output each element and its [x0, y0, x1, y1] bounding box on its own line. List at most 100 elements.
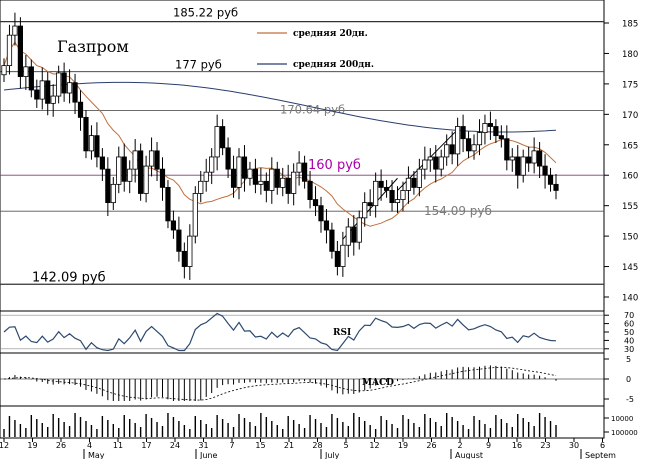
- candle-up: [471, 144, 477, 152]
- candle-down: [323, 220, 330, 231]
- candle-down: [105, 168, 111, 204]
- date-axis: 12 19 26 4 11 17 24 31 7 15 21 28 5 12 19 26 2 9 16 23 30 6 Ma…: [0, 438, 616, 459]
- candle-up: [6, 34, 13, 67]
- price-tick-label: 165: [622, 141, 638, 151]
- candle-down: [307, 180, 313, 200]
- candle-up: [23, 66, 29, 77]
- candle-down: [542, 165, 548, 176]
- price-tick-label: 140: [622, 294, 638, 304]
- price-tick-label: 175: [622, 80, 638, 90]
- rsi-tick-label: 40: [624, 336, 634, 345]
- level-label: 154.09 руб: [424, 204, 492, 218]
- date-tick-label: 17: [141, 441, 151, 450]
- candle-down: [34, 89, 40, 100]
- rsi-tick-label: 30: [624, 345, 634, 354]
- candle-up: [209, 156, 215, 173]
- candle-down: [72, 82, 78, 103]
- candle-up: [127, 168, 133, 182]
- candle-down: [498, 135, 504, 140]
- candle-down: [301, 162, 308, 182]
- candle-up: [56, 72, 62, 97]
- candle-up: [12, 25, 18, 36]
- candle-up: [520, 156, 526, 176]
- support-resistance-levels: 185.22 руб 177 руб 170.64 руб 160 руб 154.09…: [0, 6, 604, 285]
- candle-down: [547, 174, 554, 185]
- candle-down: [383, 186, 390, 191]
- month-label: Septem: [585, 451, 616, 459]
- date-tick-label: 26: [426, 441, 436, 450]
- date-tick-label: 30: [569, 441, 579, 450]
- date-tick-label: 5: [343, 441, 348, 450]
- price-tick-label: 145: [622, 263, 638, 273]
- candle-up: [132, 150, 138, 170]
- date-tick-label: 2: [457, 441, 462, 450]
- candle-up: [345, 226, 351, 246]
- candle-down: [389, 190, 395, 204]
- legend-label-ma200: средняя 200дн.: [293, 60, 374, 70]
- date-tick-label: 19: [398, 441, 408, 450]
- volume-panel-frame: [0, 405, 605, 439]
- candle-up: [444, 144, 450, 158]
- candle-down: [493, 126, 499, 137]
- volume-tick-label: 100000: [611, 429, 638, 437]
- candle-down: [487, 123, 494, 127]
- volume-bars: 10000 100000: [3, 413, 638, 437]
- candle-down: [351, 226, 357, 243]
- level-label: 160 руб: [308, 158, 361, 173]
- candle-up: [143, 165, 149, 194]
- level-label: 177 руб: [175, 58, 222, 72]
- candle-down: [77, 101, 84, 118]
- candle-up: [148, 150, 155, 167]
- date-tick-label: 19: [27, 441, 37, 450]
- date-tick-label: 12: [0, 441, 9, 450]
- candle-down: [285, 177, 291, 194]
- candle-up: [296, 162, 302, 173]
- candle-up: [405, 177, 412, 191]
- candle-up: [291, 171, 297, 194]
- candle-down: [433, 156, 439, 170]
- candle-up: [110, 183, 116, 204]
- candle-down: [17, 25, 23, 77]
- candle-down: [263, 180, 269, 191]
- candle-down: [318, 205, 324, 222]
- candle-up: [362, 202, 368, 219]
- candle-down: [449, 144, 455, 155]
- rsi-tick-label: 70: [624, 311, 634, 320]
- date-tick-label: 16: [512, 441, 522, 450]
- candle-up: [455, 126, 461, 155]
- candle-down: [526, 156, 532, 164]
- price-axis: 140 145 150 155 160 165 170 175 180 185: [604, 20, 638, 304]
- candle-up: [214, 126, 220, 158]
- rsi-label: RSI: [333, 328, 351, 338]
- candle-down: [411, 177, 417, 188]
- price-tick-label: 170: [622, 111, 638, 121]
- date-tick-label: 9: [486, 441, 491, 450]
- candle-down: [504, 138, 510, 161]
- price-tick-label: 185: [622, 20, 638, 30]
- candle-up: [509, 156, 515, 161]
- macd-tick-label: 0: [626, 375, 631, 384]
- candle-up: [192, 193, 198, 237]
- candle-down: [274, 168, 280, 188]
- date-tick-label: 4: [87, 441, 92, 450]
- candle-down: [465, 138, 472, 152]
- date-tick-label: 23: [540, 441, 550, 450]
- candle-down: [176, 229, 182, 252]
- price-tick-label: 155: [622, 202, 638, 212]
- candle-down: [99, 156, 105, 170]
- date-tick-label: 11: [113, 441, 123, 450]
- candle-up: [373, 180, 379, 207]
- candle-up: [422, 159, 428, 170]
- candle-down: [367, 202, 373, 207]
- candle-up: [476, 132, 483, 146]
- rsi-tick-label: 60: [624, 320, 634, 329]
- candle-down: [45, 80, 51, 104]
- candle-up: [340, 244, 346, 267]
- candle-up: [531, 150, 537, 164]
- candle-down: [334, 250, 340, 267]
- candle-down: [329, 229, 335, 252]
- candle-up: [438, 156, 444, 170]
- date-tick-label: 12: [369, 441, 379, 450]
- candle-down: [460, 126, 466, 140]
